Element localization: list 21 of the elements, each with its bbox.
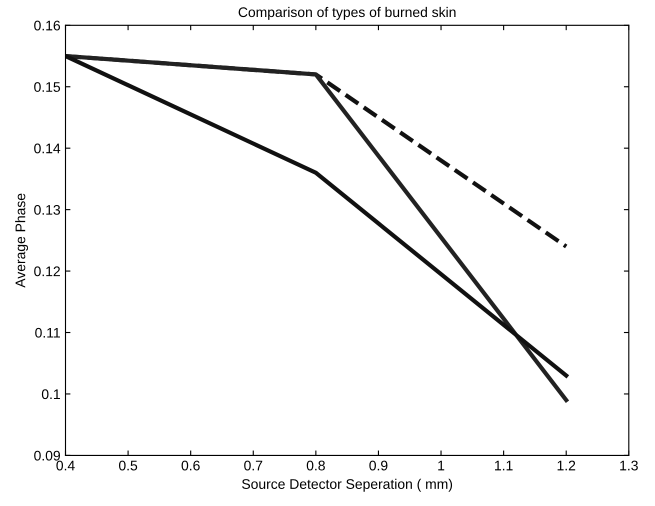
y-tick-label: 0.12 [34, 266, 60, 276]
x-tick-label: 0.6 [182, 460, 200, 470]
x-tick-label: 0.8 [306, 460, 325, 470]
y-tick-label: 0.13 [34, 204, 60, 215]
y-tick-label: 0.15 [34, 82, 60, 92]
x-tick-label: 1 [438, 460, 444, 470]
x-tick-label: 0.5 [118, 460, 138, 470]
y-tick-label: 0.11 [35, 328, 60, 338]
y-tick-label: 0.14 [34, 144, 60, 154]
y-tick-label: 0.16 [34, 20, 60, 30]
y-tick-label: 0.1 [42, 389, 60, 400]
y-axis-title: Average Phase [15, 194, 28, 288]
x-tick-label: 1.1 [495, 460, 513, 470]
y-tick-label: 0.09 [34, 450, 60, 461]
x-axis-title: Source Detector Seperation ( mm) [242, 478, 452, 492]
x-tick-label: 0.9 [369, 460, 388, 470]
chart-title: Comparison of types of burned skin [238, 6, 456, 20]
x-tick-label: 0.7 [244, 460, 262, 470]
x-tick-label: 1.2 [558, 460, 576, 470]
x-tick-label: 0.4 [56, 460, 75, 470]
x-tick-label: 1.3 [620, 460, 638, 470]
